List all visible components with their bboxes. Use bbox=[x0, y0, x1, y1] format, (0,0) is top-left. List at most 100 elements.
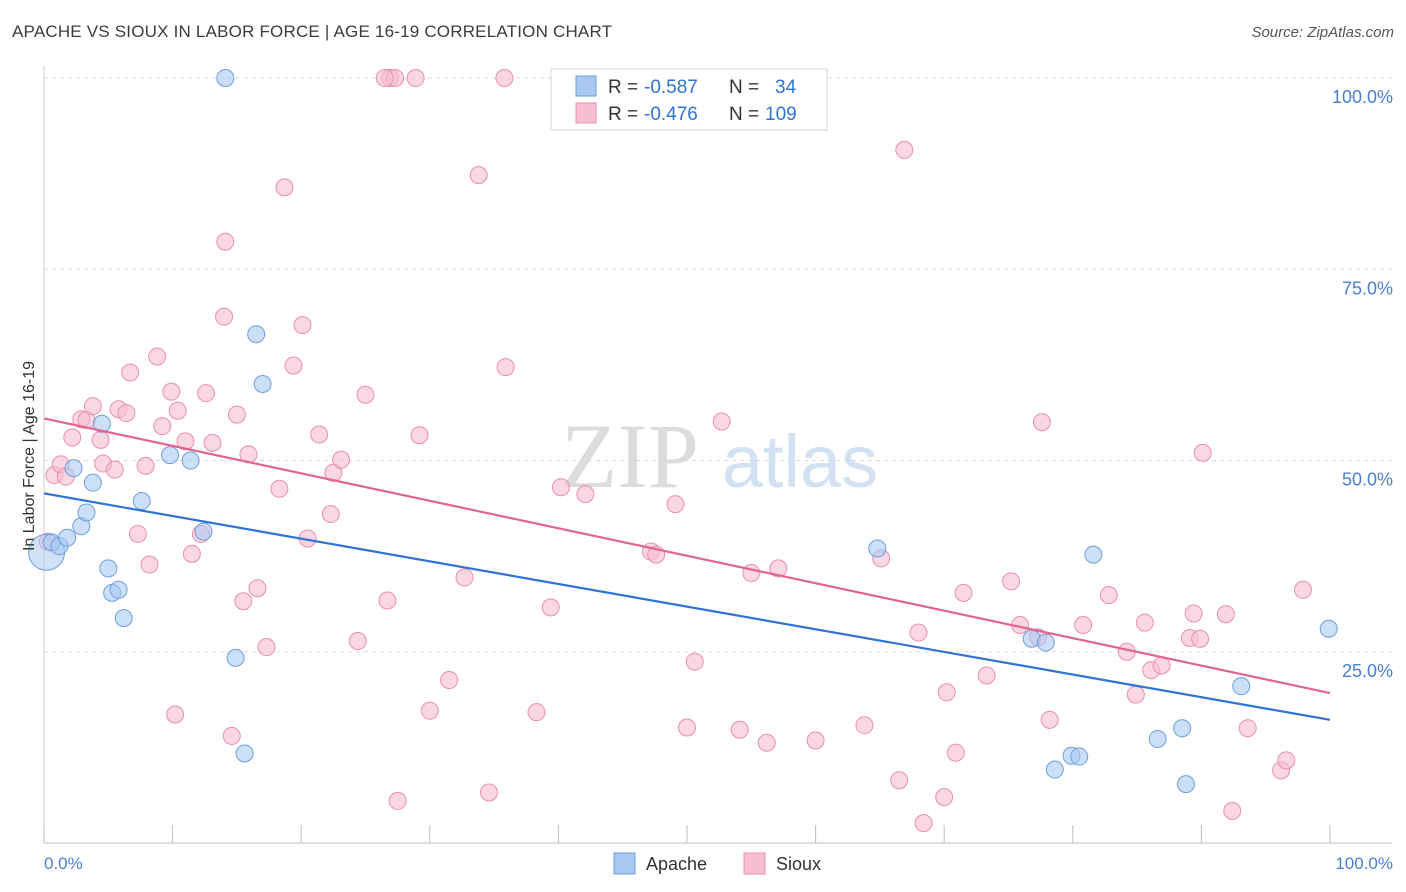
sioux-point bbox=[375, 69, 394, 87]
sioux-point bbox=[203, 433, 222, 452]
apache-point bbox=[1070, 747, 1089, 766]
sioux-point bbox=[83, 397, 102, 416]
sioux-point bbox=[909, 623, 928, 642]
apache-point bbox=[868, 539, 887, 558]
sioux-point bbox=[197, 384, 216, 403]
apache-point bbox=[77, 503, 96, 522]
apache-point bbox=[194, 522, 213, 541]
sioux-point bbox=[356, 385, 375, 404]
apache-point bbox=[99, 559, 118, 578]
sioux-point bbox=[148, 347, 167, 366]
sioux-point bbox=[1002, 572, 1021, 591]
sioux-point bbox=[712, 412, 731, 431]
apache-point bbox=[1084, 545, 1103, 564]
apache-point bbox=[64, 459, 83, 478]
gridlines bbox=[44, 77, 1392, 653]
tick-labels: 0.0% 100.0% 25.0% 50.0% 75.0% 100.0% bbox=[44, 87, 1393, 873]
sioux-point bbox=[806, 731, 825, 750]
sioux-point bbox=[1238, 719, 1257, 738]
watermark-atlas: atlas bbox=[722, 420, 878, 503]
sioux-point bbox=[1152, 656, 1171, 675]
y-tick-label-25: 25.0% bbox=[1342, 661, 1393, 681]
sioux-point bbox=[1193, 443, 1212, 462]
sioux-point bbox=[1099, 586, 1118, 605]
sioux-point bbox=[270, 479, 289, 498]
sioux-point bbox=[541, 598, 560, 617]
apache-point bbox=[109, 580, 128, 599]
sioux-point bbox=[162, 382, 181, 401]
sioux-point bbox=[890, 771, 909, 790]
legend-sioux-swatch bbox=[575, 102, 597, 124]
sioux-point bbox=[378, 591, 397, 610]
legend-sioux-r-value: -0.476 bbox=[644, 104, 698, 125]
sioux-point bbox=[117, 404, 136, 423]
sioux-point bbox=[1216, 605, 1235, 624]
series-legend-apache-label: Apache bbox=[646, 854, 707, 874]
sioux-point bbox=[216, 232, 235, 251]
sioux-point bbox=[215, 307, 234, 326]
sioux-point bbox=[310, 425, 329, 444]
sioux-point bbox=[914, 814, 933, 833]
sioux-point bbox=[293, 316, 312, 335]
sioux-point bbox=[730, 720, 749, 739]
apache-point bbox=[226, 648, 245, 667]
data-points bbox=[28, 69, 1338, 833]
sioux-point bbox=[121, 363, 140, 382]
sioux-point bbox=[1032, 413, 1051, 432]
sioux-point bbox=[935, 788, 954, 807]
sioux-point bbox=[63, 428, 82, 447]
apache-point bbox=[1232, 677, 1251, 696]
sioux-point bbox=[769, 559, 788, 578]
apache-point bbox=[1036, 633, 1055, 652]
sioux-point bbox=[234, 592, 253, 611]
sioux-point bbox=[420, 701, 439, 720]
sioux-point bbox=[182, 544, 201, 563]
sioux-point bbox=[91, 430, 110, 449]
sioux-point bbox=[855, 716, 874, 735]
series-legend-sioux-label: Sioux bbox=[776, 854, 821, 874]
y-tick-label-75: 75.0% bbox=[1342, 278, 1393, 298]
series-legend-apache-swatch bbox=[613, 852, 636, 875]
sioux-point bbox=[954, 583, 973, 602]
sioux-point bbox=[666, 495, 685, 514]
legend-apache-n-value: 34 bbox=[775, 77, 797, 98]
apache-point bbox=[58, 528, 77, 547]
sioux-point bbox=[469, 166, 488, 185]
y-tick-label-50: 50.0% bbox=[1342, 470, 1393, 490]
apache-point bbox=[132, 492, 151, 511]
sioux-point bbox=[455, 568, 474, 587]
series-legend: Apache Sioux bbox=[613, 852, 821, 875]
apache-point bbox=[1173, 719, 1192, 738]
sioux-point bbox=[248, 579, 267, 598]
legend-sioux-n-value: 109 bbox=[765, 104, 797, 125]
sioux-point bbox=[257, 638, 276, 657]
apache-trend-line bbox=[43, 492, 1331, 721]
legend-sioux-r-label: R = bbox=[608, 104, 638, 125]
sioux-point bbox=[1074, 615, 1093, 634]
sioux-point bbox=[1040, 710, 1059, 729]
sioux-point bbox=[1277, 751, 1296, 770]
x-tick-label-0: 0.0% bbox=[44, 854, 83, 873]
sioux-point bbox=[1126, 685, 1145, 704]
sioux-point bbox=[757, 733, 776, 752]
stats-legend-box bbox=[550, 68, 828, 131]
x-tick-label-100: 100.0% bbox=[1335, 854, 1393, 873]
sioux-point bbox=[527, 703, 546, 722]
apache-point bbox=[83, 473, 102, 492]
sioux-point bbox=[551, 478, 570, 497]
sioux-point bbox=[410, 426, 429, 445]
apache-point bbox=[253, 375, 272, 393]
sioux-point bbox=[105, 460, 124, 479]
sioux-point bbox=[284, 356, 303, 375]
sioux-point bbox=[1184, 604, 1203, 623]
apache-point bbox=[235, 744, 254, 763]
sioux-point bbox=[895, 140, 914, 159]
sioux-point bbox=[153, 417, 172, 436]
sioux-point bbox=[742, 563, 761, 582]
apache-point bbox=[247, 325, 266, 344]
apache-point bbox=[92, 414, 111, 433]
apache-point bbox=[161, 446, 180, 465]
sioux-point bbox=[1293, 580, 1312, 599]
sioux-point bbox=[176, 432, 195, 451]
